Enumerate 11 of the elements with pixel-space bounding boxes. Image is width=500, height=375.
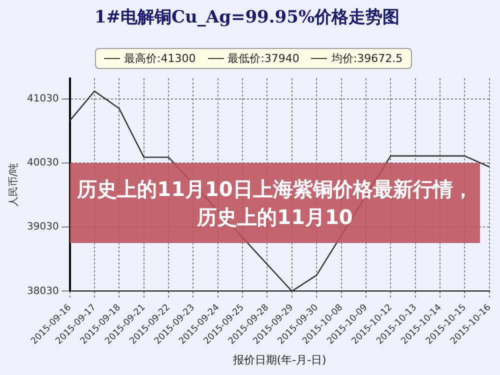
text: 最低价:37940 (228, 51, 300, 66)
text: 最高价:41300 (124, 51, 196, 66)
y-tick-label: 39030 (27, 222, 59, 233)
text: 均价:39672.5 (331, 51, 403, 66)
y-tick-label: 38030 (27, 286, 59, 297)
chart-title: 1#电解铜Cu_Ag=99.95%价格走势图 (94, 8, 400, 28)
y-tick-label: 41030 (27, 94, 59, 105)
annotation: 历史上的11月10日上海紫铜价格最新行情，历史上的11月10 (76, 176, 474, 231)
y-tick-label: 40030 (27, 158, 59, 169)
x-axis-title: 报价日期(年-月-日) (232, 353, 326, 366)
y-axis-title: 人民币/吨 (8, 163, 20, 206)
